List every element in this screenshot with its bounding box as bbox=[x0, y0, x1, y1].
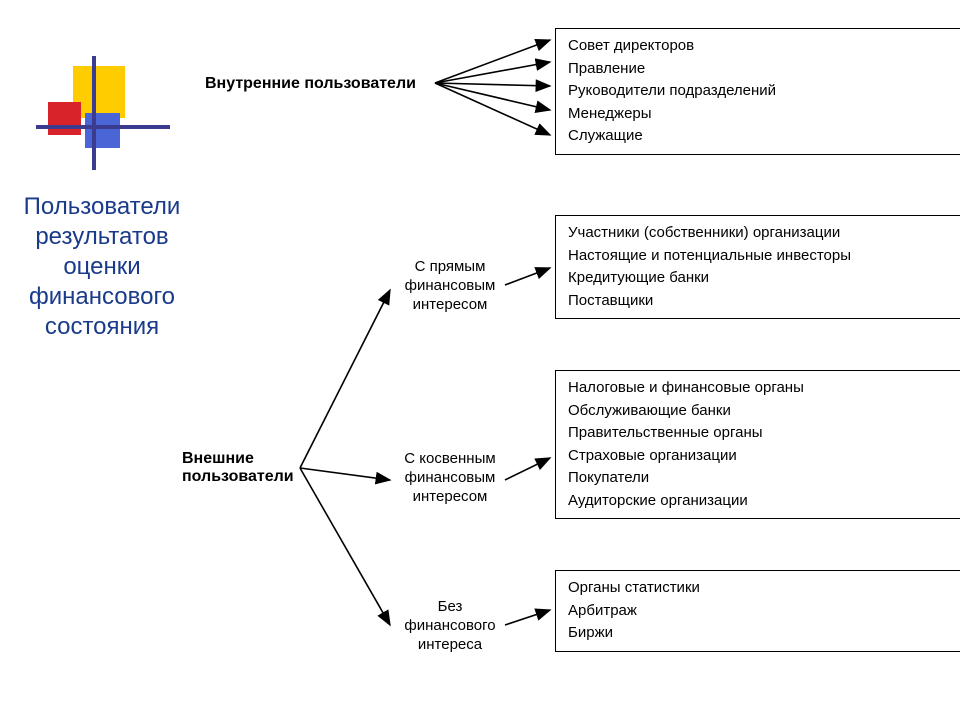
decor-blue-square bbox=[85, 113, 120, 148]
node-indirect-interest: С косвенным финансовым интересом bbox=[395, 450, 505, 506]
list-item: Биржи bbox=[568, 622, 948, 645]
list-item: Совет директоров bbox=[568, 35, 948, 58]
list-item: Арбитраж bbox=[568, 600, 948, 623]
list-item: Правление bbox=[568, 58, 948, 81]
list-item: Руководители подразделений bbox=[568, 80, 948, 103]
list-item: Органы статистики bbox=[568, 577, 948, 600]
node-no-interest: Без финансового интереса bbox=[395, 598, 505, 654]
node-direct-interest: С прямым финансовым интересом bbox=[395, 258, 505, 314]
list-item: Поставщики bbox=[568, 290, 948, 313]
box-indirect-list: Налоговые и финансовые органыОбслуживающ… bbox=[555, 370, 960, 519]
diagram-canvas: { "title": "Пользователи результатов оце… bbox=[0, 0, 960, 720]
box-direct-list: Участники (собственники) организацииНаст… bbox=[555, 215, 960, 319]
list-item: Покупатели bbox=[568, 467, 948, 490]
list-item: Менеджеры bbox=[568, 103, 948, 126]
box-none-list: Органы статистикиАрбитражБиржи bbox=[555, 570, 960, 652]
list-item: Аудиторские организации bbox=[568, 490, 948, 513]
list-item: Налоговые и финансовые органы bbox=[568, 377, 948, 400]
node-external-users: Внешние пользователи bbox=[182, 450, 294, 486]
list-item: Страховые организации bbox=[568, 445, 948, 468]
diagram-title: Пользователи результатов оценки финансов… bbox=[12, 192, 192, 342]
list-item: Участники (собственники) организации bbox=[568, 222, 948, 245]
box-internal-list: Совет директоровПравлениеРуководители по… bbox=[555, 28, 960, 155]
decor-red-square bbox=[48, 102, 81, 135]
list-item: Настоящие и потенциальные инвесторы bbox=[568, 245, 948, 268]
node-internal-users: Внутренние пользователи bbox=[205, 75, 416, 93]
list-item: Правительственные органы bbox=[568, 422, 948, 445]
list-item: Обслуживающие банки bbox=[568, 400, 948, 423]
list-item: Кредитующие банки bbox=[568, 267, 948, 290]
list-item: Служащие bbox=[568, 125, 948, 148]
